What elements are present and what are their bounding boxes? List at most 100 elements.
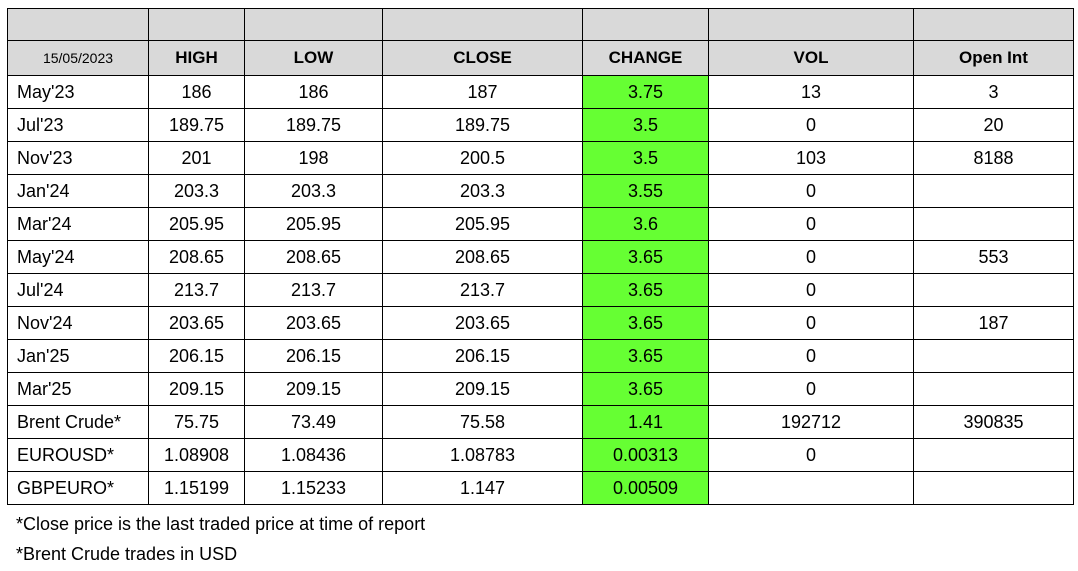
low-cell: 189.75 (244, 108, 383, 142)
open-int-cell: 390835 (913, 405, 1074, 439)
report-date: 15/05/2023 (7, 40, 149, 76)
table-row: Nov'23 201 198 200.5 3.5 103 8188 (7, 141, 1074, 175)
header-bar-cell (244, 8, 383, 41)
close-cell: 1.08783 (382, 438, 583, 472)
high-cell: 1.15199 (148, 471, 245, 505)
open-int-cell (913, 438, 1074, 472)
high-cell: 201 (148, 141, 245, 175)
vol-cell: 0 (708, 240, 914, 274)
header-bar-cell (382, 8, 583, 41)
low-cell: 198 (244, 141, 383, 175)
col-header-vol: VOL (708, 40, 914, 76)
contract-name-cell: May'23 (7, 75, 149, 109)
contract-name-cell: Mar'24 (7, 207, 149, 241)
col-header-high: HIGH (148, 40, 245, 76)
high-cell: 1.08908 (148, 438, 245, 472)
contract-name-cell: Jul'24 (7, 273, 149, 307)
low-cell: 206.15 (244, 339, 383, 373)
footnotes: *Close price is the last traded price at… (7, 509, 1074, 569)
table-row: Mar'24 205.95 205.95 205.95 3.6 0 (7, 207, 1074, 241)
close-cell: 75.58 (382, 405, 583, 439)
change-cell: 3.5 (582, 141, 709, 175)
high-cell: 203.65 (148, 306, 245, 340)
open-int-cell: 20 (913, 108, 1074, 142)
header-bar-cell (708, 8, 914, 41)
col-header-low: LOW (244, 40, 383, 76)
high-cell: 189.75 (148, 108, 245, 142)
high-cell: 209.15 (148, 372, 245, 406)
change-cell: 0.00313 (582, 438, 709, 472)
change-cell: 3.65 (582, 306, 709, 340)
open-int-cell: 8188 (913, 141, 1074, 175)
vol-cell: 13 (708, 75, 914, 109)
change-cell: 3.55 (582, 174, 709, 208)
contract-name-cell: Nov'23 (7, 141, 149, 175)
change-cell: 3.6 (582, 207, 709, 241)
report-container: 15/05/2023 HIGH LOW CLOSE CHANGE VOL Ope… (7, 8, 1074, 569)
change-cell: 3.65 (582, 273, 709, 307)
low-cell: 186 (244, 75, 383, 109)
price-table: 15/05/2023 HIGH LOW CLOSE CHANGE VOL Ope… (7, 8, 1074, 505)
open-int-cell (913, 174, 1074, 208)
vol-cell: 0 (708, 207, 914, 241)
change-cell: 3.75 (582, 75, 709, 109)
col-header-change: CHANGE (582, 40, 709, 76)
high-cell: 203.3 (148, 174, 245, 208)
header-bar-cell (7, 8, 149, 41)
vol-cell: 0 (708, 339, 914, 373)
vol-cell: 0 (708, 438, 914, 472)
contract-name-cell: May'24 (7, 240, 149, 274)
low-cell: 1.15233 (244, 471, 383, 505)
contract-name-cell: Brent Crude* (7, 405, 149, 439)
close-cell: 200.5 (382, 141, 583, 175)
footnote: *Brent Crude trades in USD (16, 544, 238, 564)
table-body: 15/05/2023 HIGH LOW CLOSE CHANGE VOL Ope… (7, 8, 1074, 505)
open-int-cell (913, 471, 1074, 505)
close-cell: 213.7 (382, 273, 583, 307)
change-cell: 0.00509 (582, 471, 709, 505)
vol-cell (708, 471, 914, 505)
table-row: Brent Crude* 75.75 73.49 75.58 1.41 192712 390… (7, 405, 1074, 439)
open-int-cell: 3 (913, 75, 1074, 109)
open-int-cell (913, 273, 1074, 307)
close-cell: 203.65 (382, 306, 583, 340)
low-cell: 73.49 (244, 405, 383, 439)
open-int-cell: 553 (913, 240, 1074, 274)
header-bar-cell (148, 8, 245, 41)
change-cell: 3.65 (582, 339, 709, 373)
header-row: 15/05/2023 HIGH LOW CLOSE CHANGE VOL Ope… (7, 40, 1074, 76)
table-row: Jan'25 206.15 206.15 206.15 3.65 0 (7, 339, 1074, 373)
vol-cell: 0 (708, 372, 914, 406)
footnote: *Close price is the last traded price at… (16, 514, 426, 534)
high-cell: 208.65 (148, 240, 245, 274)
high-cell: 213.7 (148, 273, 245, 307)
vol-cell: 0 (708, 306, 914, 340)
contract-name-cell: GBPEURO* (7, 471, 149, 505)
table-row: GBPEURO* 1.15199 1.15233 1.147 0.00509 (7, 471, 1074, 505)
change-cell: 3.65 (582, 372, 709, 406)
vol-cell: 0 (708, 174, 914, 208)
header-bar-cell (582, 8, 709, 41)
close-cell: 187 (382, 75, 583, 109)
contract-name-cell: Jul'23 (7, 108, 149, 142)
table-row: EUROUSD* 1.08908 1.08436 1.08783 0.00313 0 (7, 438, 1074, 472)
change-cell: 1.41 (582, 405, 709, 439)
table-row: Jul'23 189.75 189.75 189.75 3.5 0 20 (7, 108, 1074, 142)
header-bar-cell (913, 8, 1074, 41)
vol-cell: 192712 (708, 405, 914, 439)
table-row: May'24 208.65 208.65 208.65 3.65 0 553 (7, 240, 1074, 274)
close-cell: 189.75 (382, 108, 583, 142)
low-cell: 203.3 (244, 174, 383, 208)
open-int-cell (913, 339, 1074, 373)
col-header-close: CLOSE (382, 40, 583, 76)
low-cell: 213.7 (244, 273, 383, 307)
low-cell: 208.65 (244, 240, 383, 274)
high-cell: 75.75 (148, 405, 245, 439)
low-cell: 203.65 (244, 306, 383, 340)
high-cell: 186 (148, 75, 245, 109)
close-cell: 209.15 (382, 372, 583, 406)
low-cell: 1.08436 (244, 438, 383, 472)
vol-cell: 0 (708, 108, 914, 142)
col-header-open-int: Open Int (913, 40, 1074, 76)
vol-cell: 0 (708, 273, 914, 307)
